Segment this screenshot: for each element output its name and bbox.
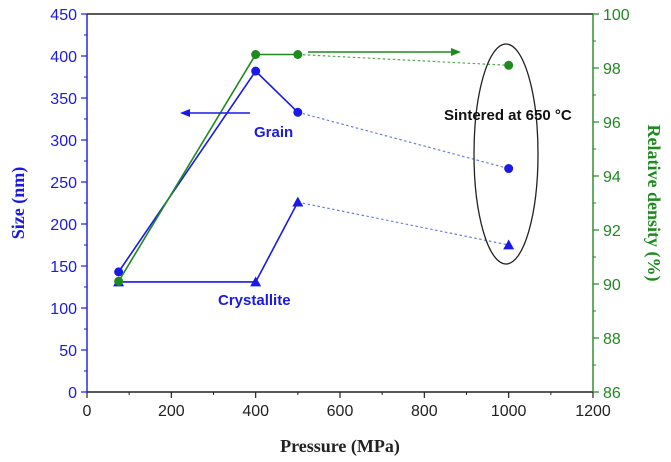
- y-right-ticks: 86 88 90 92 94 96 98 100: [593, 7, 630, 402]
- relative-density-point: [293, 50, 303, 59]
- grain-axis-arrow: [180, 109, 250, 117]
- y-left-tick-label: 250: [50, 175, 77, 192]
- relative-density-sintered-connector: [297, 53, 509, 66]
- y-right-tick-label: 92: [603, 223, 621, 240]
- x-tick-label: 600: [327, 403, 354, 420]
- series-layer: [113, 50, 515, 287]
- y-left-axis-title: Size (nm): [8, 167, 29, 239]
- y-left-tick-label: 0: [68, 385, 77, 402]
- y-left-ticks: 0 50 100 150 200 250 300 350 400 450: [50, 7, 87, 402]
- y-left-tick-label: 450: [50, 7, 77, 24]
- y-left-tick-label: 100: [50, 301, 77, 318]
- y-left-tick-label: 200: [50, 217, 77, 234]
- sintered-label: Sintered at 650 °C: [444, 107, 572, 124]
- x-tick-label: 1000: [491, 403, 527, 420]
- y-left-tick-label: 400: [50, 49, 77, 66]
- x-tick-label: 0: [83, 403, 92, 420]
- x-tick-label: 200: [158, 403, 185, 420]
- grain-point: [114, 267, 124, 277]
- crystallite-series-line: [118, 201, 299, 283]
- y-right-tick-label: 86: [603, 385, 621, 402]
- sintered-ellipse: [473, 43, 539, 265]
- grain-series-line: [117, 69, 299, 273]
- y-left-tick-label: 50: [59, 343, 77, 360]
- density-axis-arrow: [308, 48, 461, 56]
- x-tick-label: 800: [411, 403, 438, 420]
- crystallite-point: [250, 276, 262, 287]
- y-right-tick-label: 96: [603, 115, 621, 132]
- x-axis-title: Pressure (MPa): [280, 436, 400, 457]
- y-left-tick-label: 350: [50, 91, 77, 108]
- grain-point: [251, 66, 261, 76]
- y-right-tick-label: 94: [603, 169, 621, 186]
- x-tick-label: 400: [242, 403, 269, 420]
- relative-density-point: [504, 60, 514, 70]
- crystallite-point: [292, 196, 304, 207]
- x-tick-label: 1200: [575, 403, 611, 420]
- y-left-tick-label: 300: [50, 133, 77, 150]
- crystallite-label: Crystallite: [218, 292, 291, 309]
- crystallite-point: [503, 239, 515, 250]
- y-right-tick-label: 90: [603, 277, 621, 294]
- relative-density-point: [251, 50, 261, 59]
- y-right-axis-title: Relative density (%): [643, 125, 664, 282]
- y-right-tick-label: 100: [603, 7, 630, 24]
- crystallite-sintered-connector: [297, 201, 509, 246]
- x-ticks: 0 200 400 600 800 1000 1200: [83, 392, 611, 420]
- y-right-tick-label: 98: [603, 61, 621, 78]
- grain-label: Grain: [254, 124, 293, 141]
- y-left-tick-label: 150: [50, 259, 77, 276]
- relative-density-point: [114, 276, 124, 286]
- y-right-tick-label: 88: [603, 331, 621, 348]
- grain-point: [504, 164, 514, 174]
- grain-point: [293, 107, 303, 117]
- relative-density-series-line: [117, 53, 298, 282]
